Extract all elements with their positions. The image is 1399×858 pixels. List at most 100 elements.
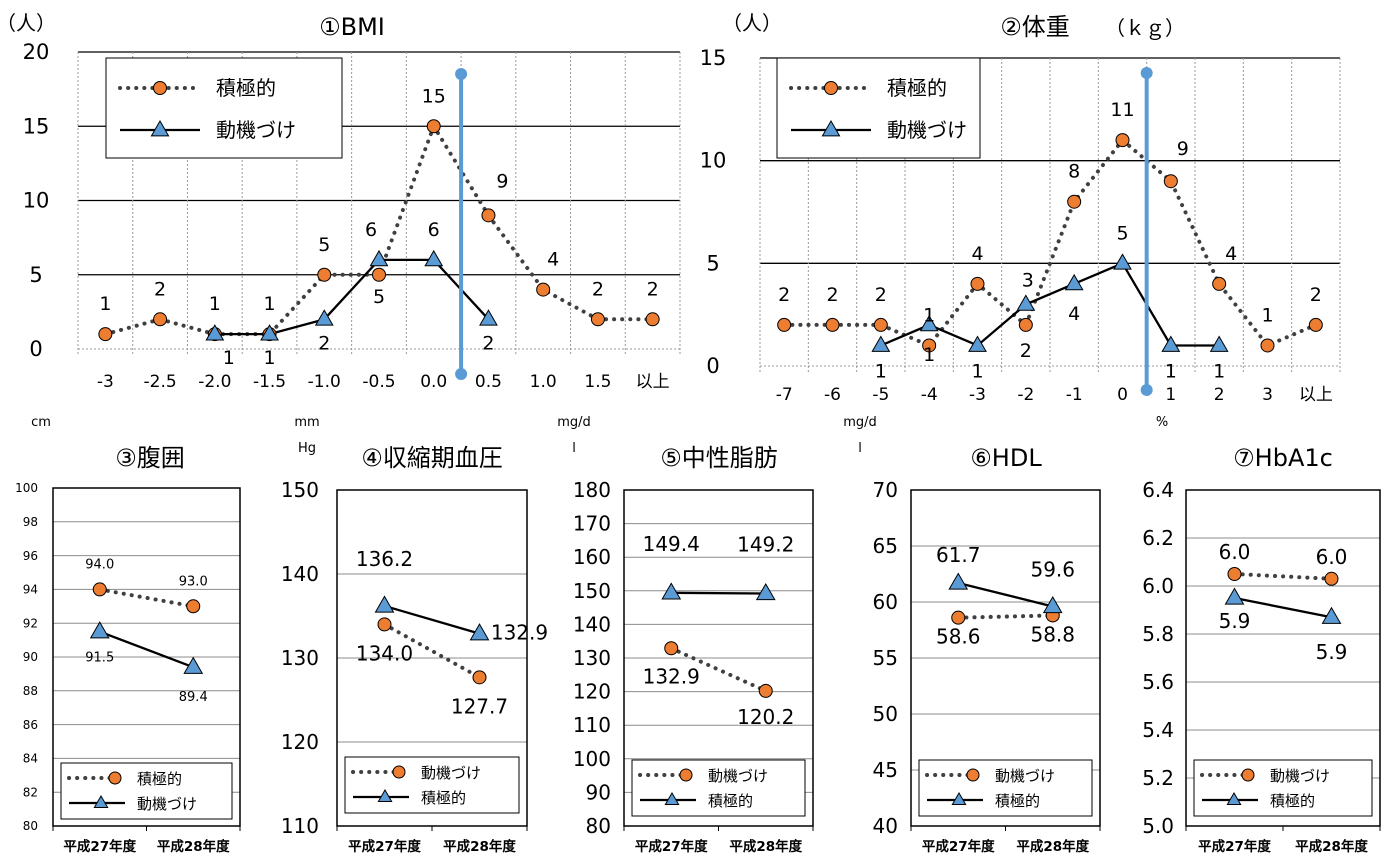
x-tick-label: -3 (969, 385, 986, 405)
data-label-doki: 6 (365, 219, 377, 241)
y-axis-unit: mg/d (843, 415, 877, 430)
data-point-sekkyoku (98, 327, 113, 342)
y-tick-label: 20 (23, 40, 50, 64)
data-label-sekkyoku: 9 (496, 170, 508, 192)
y-tick-label: 70 (873, 478, 898, 502)
data-label-sekkyoku: 11 (1110, 99, 1134, 121)
data-label-doki: 1 (875, 360, 887, 382)
data-point-dotted (758, 683, 773, 698)
data-label-dotted: 120.2 (737, 705, 794, 729)
data-label-sekkyoku: 2 (1310, 284, 1322, 306)
data-label-sekkyoku: 2 (778, 284, 790, 306)
y-tick-label: 88 (23, 684, 38, 698)
y-tick-label: 100 (573, 747, 611, 771)
data-point-solid (469, 623, 490, 641)
data-label-doki: 1 (1213, 360, 1225, 382)
data-label-sekkyoku: 2 (592, 278, 604, 300)
data-point-solid (661, 582, 682, 600)
x-tick-label: -2 (1017, 385, 1034, 405)
y-tick-label: 86 (23, 718, 38, 732)
data-label-sekkyoku: 15 (422, 85, 446, 107)
series-solid-line (1234, 596, 1332, 619)
data-point-sekkyoku (317, 267, 332, 282)
x-tick-label: 平成28年度 (443, 838, 516, 855)
y-tick-label: 130 (281, 646, 319, 670)
legend-label-solid: 積極的 (421, 789, 466, 807)
y-axis-unit: mm (294, 415, 319, 430)
data-label-solid: 136.2 (356, 547, 413, 571)
chart-title: ⑤中性脂肪 (660, 444, 778, 472)
y-tick-label: 6.2 (1142, 526, 1174, 550)
y-tick-label: 120 (573, 680, 611, 704)
y-tick-label: 50 (873, 702, 898, 726)
data-label-sekkyoku: 9 (1177, 138, 1189, 160)
legend-label-sekkyoku: 積極的 (216, 76, 276, 100)
y-tick-label: 150 (573, 579, 611, 603)
x-tick-label: -1.5 (253, 372, 286, 392)
y-tick-label: 94 (23, 583, 38, 597)
y-tick-label: 84 (23, 752, 38, 766)
data-label-doki: 1 (971, 360, 983, 382)
data-point-sekkyoku (536, 282, 551, 297)
data-point-doki (205, 324, 225, 341)
data-point-sekkyoku (153, 312, 168, 327)
data-label-solid: 59.6 (1030, 557, 1075, 581)
y-axis-unit: mg/d (557, 415, 591, 430)
y-tick-label: 45 (873, 758, 898, 782)
data-label-dotted: 127.7 (451, 694, 508, 718)
series-sekkyoku-line (782, 137, 1318, 348)
y-tick-label: 5.8 (1142, 622, 1174, 646)
x-tick-label: 1.0 (530, 372, 557, 392)
y-axis-unit-line2: l (572, 441, 576, 456)
data-label-dotted: 94.0 (85, 557, 114, 572)
data-label-sekkyoku: 4 (1225, 243, 1237, 265)
legend-label-solid: 積極的 (708, 792, 753, 810)
series-solid-line (384, 604, 480, 635)
series-dotted-line (1232, 572, 1334, 581)
y-tick-label: 90 (23, 650, 38, 664)
legend-box (105, 57, 343, 159)
data-point-dotted (664, 641, 679, 656)
data-point-sekkyoku (825, 317, 840, 332)
data-label-doki: 3 (1022, 269, 1034, 291)
data-point-sekkyoku (426, 119, 441, 134)
data-point-doki (968, 335, 987, 352)
x-tick-label: 0 (1117, 385, 1128, 405)
data-label-sekkyoku: 2 (647, 278, 659, 300)
y-tick-label: 140 (573, 612, 611, 636)
series-dotted-line (669, 646, 768, 693)
data-point-solid (89, 621, 110, 639)
data-label-sekkyoku: 4 (971, 243, 983, 265)
data-label-sekkyoku: 1 (263, 293, 275, 315)
legend-marker-solid (951, 791, 967, 806)
y-tick-label: 15 (700, 46, 727, 70)
data-label-solid: 149.4 (643, 532, 700, 556)
y-tick-label: 90 (586, 780, 611, 804)
chart-title: ③腹囲 (115, 444, 185, 472)
legend-marker-dotted (1241, 768, 1255, 782)
y-tick-label: 5.6 (1142, 670, 1174, 694)
y-tick-label: 110 (281, 814, 319, 838)
y-tick-label: 65 (873, 534, 898, 558)
data-label-doki: 4 (1068, 303, 1080, 325)
y-tick-label: 10 (700, 149, 727, 173)
legend-marker-solid (664, 791, 680, 806)
data-point-dotted (186, 599, 201, 614)
legend-label-doki: 動機づけ (216, 118, 296, 142)
x-tick-label: -3 (97, 372, 114, 392)
y-tick-label: 150 (281, 478, 319, 502)
series-doki-line (214, 258, 490, 336)
data-point-doki (314, 309, 334, 326)
legend-marker-dotted (966, 768, 980, 782)
x-tick-label: -1 (1066, 385, 1083, 405)
data-point-sekkyoku (1115, 133, 1130, 148)
legend-box (776, 57, 981, 159)
chart-title: ④収縮期血圧 (361, 444, 503, 472)
y-tick-label: 5.4 (1142, 718, 1174, 742)
legend-label-dotted: 動機づけ (708, 767, 768, 785)
legend-label-solid: 積極的 (1270, 792, 1315, 810)
series-sekkyoku-line (103, 121, 655, 337)
data-label-doki: 1 (263, 347, 275, 369)
y-tick-label: 82 (23, 785, 38, 799)
data-point-dotted (1324, 571, 1339, 586)
